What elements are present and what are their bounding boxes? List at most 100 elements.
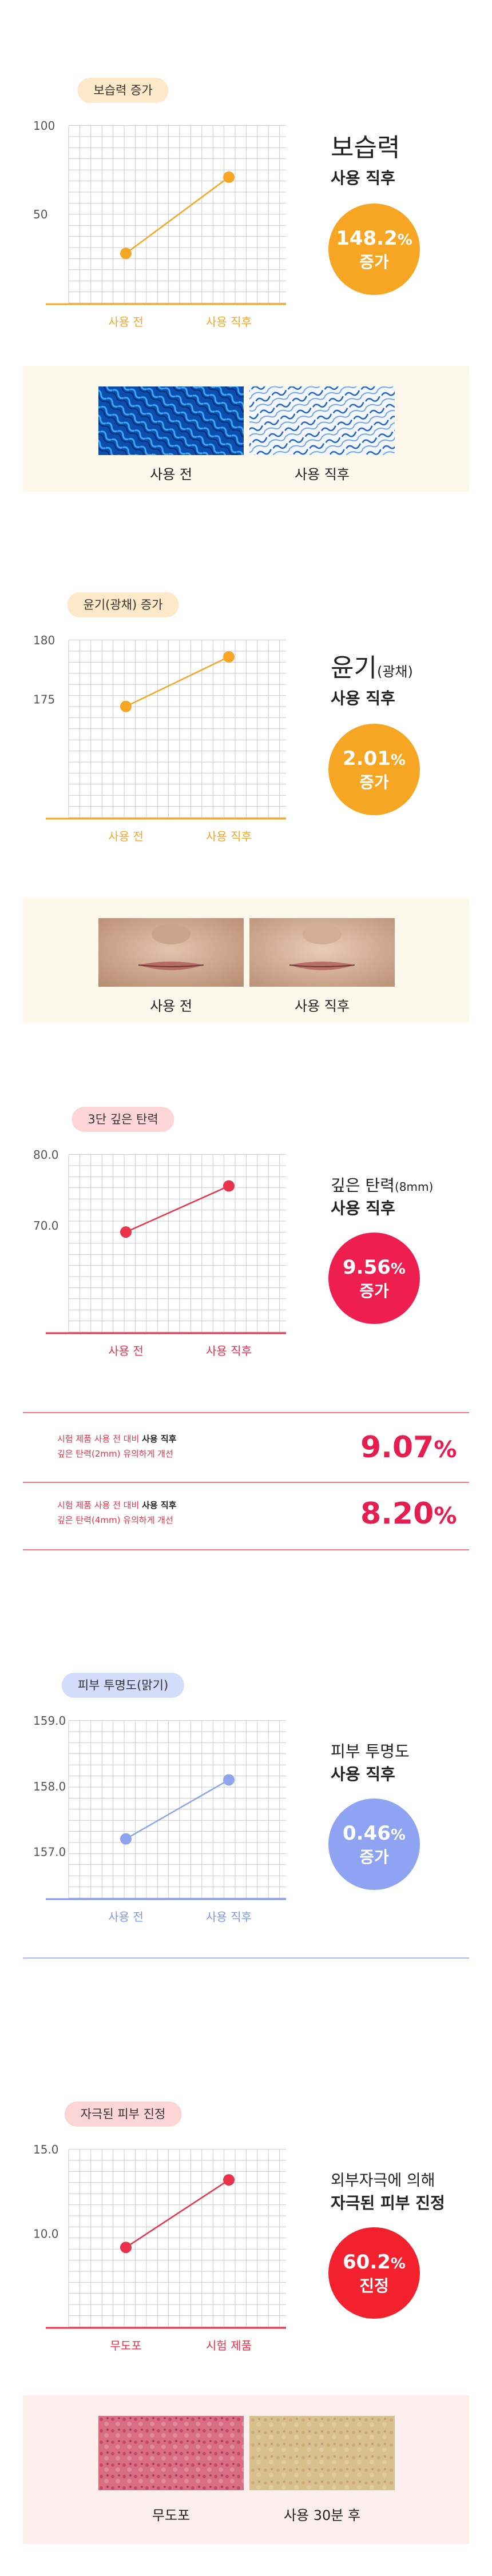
elasticity-chart: 80.0 70.0 사용 전 사용 직후: [23, 1143, 303, 1383]
title-main: 보습력: [331, 133, 400, 162]
title-main: 피부 투명도: [331, 1742, 410, 1761]
y-tick-label: 70.0: [33, 1219, 59, 1233]
data-point: [223, 2174, 235, 2186]
y-tick-label: 157.0: [33, 1845, 66, 1859]
title-main: 외부자극에 의해: [331, 2172, 435, 2190]
result-badge: 60.2% 진정: [328, 2227, 420, 2319]
badge-unit: %: [390, 1826, 406, 1844]
treated-caption: 사용 30분 후: [283, 2507, 361, 2523]
y-tick-label: 180: [33, 633, 55, 647]
elasticity-note-4mm: 시험 제품 사용 전 대비 사용 직후 깊은 탄력(4mm) 유의하게 개선: [57, 1498, 176, 1528]
section-subtitle: 자극된 피부 진정: [331, 2194, 445, 2212]
treated-skin-image: [249, 2416, 395, 2490]
badge-value: 0.46: [343, 1821, 391, 1845]
badge-label: 증가: [359, 772, 389, 792]
series-line: [125, 656, 229, 707]
after-skin-image: [249, 386, 395, 455]
x-tick-label: 사용 직후: [206, 1344, 252, 1358]
divider: [23, 1549, 469, 1550]
title-small: (광채): [376, 664, 413, 680]
elasticity-4mm-value: 8.20%: [360, 1497, 457, 1531]
value-number: 8.20: [360, 1497, 434, 1531]
y-tick-label: 10.0: [33, 2227, 59, 2241]
divider: [23, 1957, 469, 1959]
result-badge: 0.46% 증가: [328, 1799, 420, 1890]
section-pill: 피부 투명도(맑기): [61, 1673, 185, 1698]
series-line: [125, 176, 229, 254]
shine-photo-panel: 사용 전 사용 직후: [23, 898, 469, 1023]
data-point: [120, 1226, 132, 1238]
title-main: 윤기: [331, 653, 377, 683]
value-number: 9.07: [360, 1430, 434, 1465]
soothing-photo-panel: 무도포 사용 30분 후: [23, 2395, 469, 2544]
section-subtitle: 사용 직후: [331, 1765, 395, 1784]
section-pill: 보습력 증가: [77, 78, 169, 103]
before-caption: 사용 전: [150, 998, 192, 1014]
shine-section: 윤기(광채) 증가 180 175 사용 전 사용 직후 윤기(광채) 사용 직후 2…: [0, 515, 492, 1029]
badge-unit: %: [397, 231, 412, 249]
moisture-photo-panel: 사용 전 사용 직후: [23, 366, 469, 492]
moisture-section: 보습력 증가 100 50 사용 전 사용 직후 보습력 사용 직후 148.2% 증…: [0, 0, 492, 503]
x-tick-label: 사용 전: [108, 1344, 144, 1358]
elasticity-section: 3단 깊은 탄력 80.0 70.0 사용 전 사용 직후 깊은 탄력(8mm) 사용…: [0, 1029, 492, 1589]
series-line: [125, 1185, 229, 1233]
note-prefix: 시험 제품 사용 전 대비: [57, 1500, 142, 1510]
x-tick-label: 사용 전: [108, 830, 144, 843]
x-tick-label: 사용 전: [108, 315, 144, 329]
section-pill: 윤기(광채) 증가: [67, 592, 179, 617]
data-point: [223, 171, 235, 183]
section-title: 보습력: [331, 127, 400, 164]
data-point: [120, 700, 132, 712]
y-tick-label: 159.0: [33, 1714, 66, 1728]
section-title: 윤기(광채): [331, 647, 413, 684]
untreated-caption: 무도포: [152, 2507, 191, 2523]
shine-chart: 180 175 사용 전 사용 직후: [23, 629, 303, 869]
badge-label: 증가: [359, 252, 389, 272]
badge-value: 60.2: [343, 2250, 391, 2274]
value-unit: %: [434, 1437, 457, 1463]
section-subtitle: 사용 직후: [331, 689, 395, 708]
x-tick-label: 무도포: [110, 2339, 141, 2352]
x-tick-label: 사용 전: [108, 1910, 144, 1924]
series-line: [125, 2179, 229, 2248]
y-tick-label: 80.0: [33, 1148, 59, 1162]
note-line2: 깊은 탄력(4mm) 유의하게 개선: [57, 1515, 173, 1525]
section-title: 피부 투명도: [331, 1739, 410, 1762]
y-tick-label: 175: [33, 692, 55, 706]
x-tick-label: 사용 직후: [206, 1910, 252, 1924]
section-pill: 자극된 피부 진정: [64, 2102, 182, 2127]
divider: [23, 1412, 469, 1413]
badge-value: 2.01: [343, 747, 391, 770]
after-caption: 사용 직후: [295, 466, 350, 482]
y-tick-label: 50: [33, 208, 47, 221]
value-unit: %: [434, 1503, 457, 1529]
title-small: (8mm): [394, 1180, 434, 1194]
badge-label: 진정: [359, 2276, 389, 2295]
before-caption: 사용 전: [150, 466, 192, 482]
note-bold: 사용 직후: [142, 1500, 177, 1510]
result-badge: 2.01% 증가: [328, 724, 420, 815]
title-main: 깊은 탄력: [331, 1176, 395, 1195]
moisture-chart: 100 50 사용 전 사용 직후: [23, 114, 303, 354]
data-point: [223, 651, 235, 663]
chart-grid: [68, 125, 286, 304]
section-pill: 3단 깊은 탄력: [72, 1107, 174, 1132]
data-point: [120, 248, 132, 260]
x-tick-label: 시험 제품: [206, 2339, 252, 2352]
clarity-chart: 159.0 158.0 157.0 사용 전 사용 직후: [23, 1709, 303, 1949]
clarity-section: 피부 투명도(맑기) 159.0 158.0 157.0 사용 전 사용 직후 피부 투…: [0, 1595, 492, 2052]
badge-label: 증가: [359, 1847, 389, 1867]
after-caption: 사용 직후: [295, 998, 350, 1014]
section-subtitle: 사용 직후: [331, 1199, 395, 1218]
badge-value: 148.2: [336, 226, 398, 250]
y-tick-label: 100: [33, 119, 55, 133]
divider: [23, 1482, 469, 1483]
chart-grid: [68, 640, 286, 818]
result-badge: 9.56% 증가: [328, 1233, 420, 1324]
badge-unit: %: [390, 1260, 406, 1278]
before-skin-image: [98, 386, 244, 455]
data-point: [223, 1774, 235, 1786]
y-tick-label: 15.0: [33, 2143, 59, 2156]
badge-unit: %: [390, 751, 406, 769]
note-bold: 사용 직후: [142, 1434, 177, 1444]
